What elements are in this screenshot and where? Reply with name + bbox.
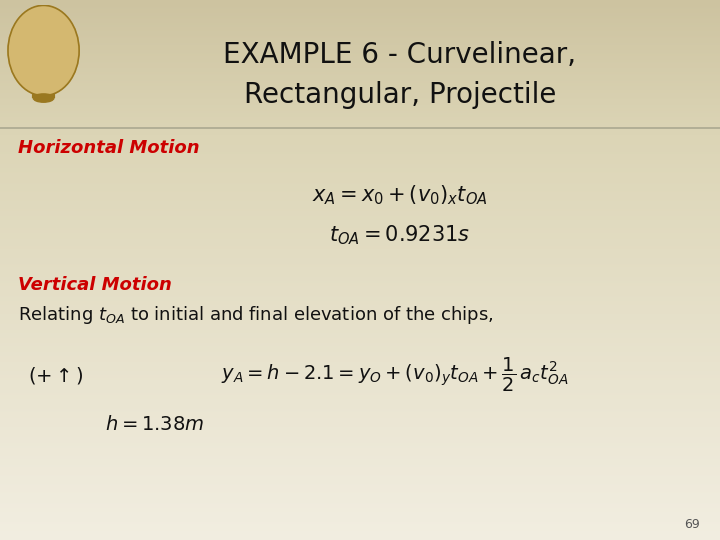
Text: $h = 1.38m$: $h = 1.38m$ (105, 415, 204, 435)
Text: Rectangular, Projectile: Rectangular, Projectile (244, 81, 556, 109)
Circle shape (24, 27, 63, 75)
Circle shape (11, 9, 76, 92)
Text: EXAMPLE 6 - Curvelinear,: EXAMPLE 6 - Curvelinear, (223, 41, 577, 69)
Text: $y_A = h-2.1 = y_O + (v_0)_y t_{OA} + \dfrac{1}{2}\, a_c t_{OA}^2$: $y_A = h-2.1 = y_O + (v_0)_y t_{OA} + \d… (221, 356, 569, 394)
Text: Vertical Motion: Vertical Motion (18, 276, 172, 294)
Ellipse shape (33, 94, 54, 102)
Text: $t_{OA} = 0.9231s$: $t_{OA} = 0.9231s$ (330, 223, 470, 247)
Text: $(+\uparrow)$: $(+\uparrow)$ (28, 364, 84, 386)
Circle shape (8, 5, 79, 96)
Text: 69: 69 (684, 518, 700, 531)
Text: Relating $t_{OA}$ to initial and final elevation of the chips,: Relating $t_{OA}$ to initial and final e… (18, 304, 494, 326)
Text: $x_A = x_0 + (v_0)_x t_{OA}$: $x_A = x_0 + (v_0)_x t_{OA}$ (312, 183, 488, 207)
Text: Horizontal Motion: Horizontal Motion (18, 139, 199, 157)
Circle shape (17, 17, 70, 84)
